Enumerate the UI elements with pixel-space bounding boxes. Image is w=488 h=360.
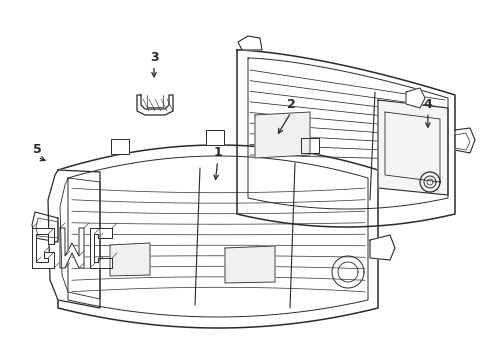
Text: 3: 3 [149, 51, 158, 64]
Polygon shape [110, 243, 150, 276]
Polygon shape [237, 50, 454, 227]
Polygon shape [254, 112, 309, 158]
Polygon shape [369, 235, 394, 260]
Polygon shape [48, 170, 100, 308]
Polygon shape [32, 228, 54, 268]
Polygon shape [60, 228, 84, 268]
Polygon shape [238, 36, 262, 50]
Polygon shape [301, 138, 318, 153]
Text: 4: 4 [423, 98, 431, 111]
Polygon shape [111, 139, 129, 154]
Polygon shape [224, 246, 274, 283]
Polygon shape [137, 95, 173, 115]
Text: 1: 1 [213, 147, 222, 159]
Polygon shape [405, 88, 424, 108]
Polygon shape [58, 145, 377, 328]
Polygon shape [377, 100, 447, 195]
Polygon shape [454, 128, 474, 153]
Text: 5: 5 [33, 143, 42, 156]
Polygon shape [90, 228, 112, 268]
Polygon shape [205, 130, 224, 145]
Polygon shape [32, 212, 58, 242]
Text: 2: 2 [286, 98, 295, 111]
